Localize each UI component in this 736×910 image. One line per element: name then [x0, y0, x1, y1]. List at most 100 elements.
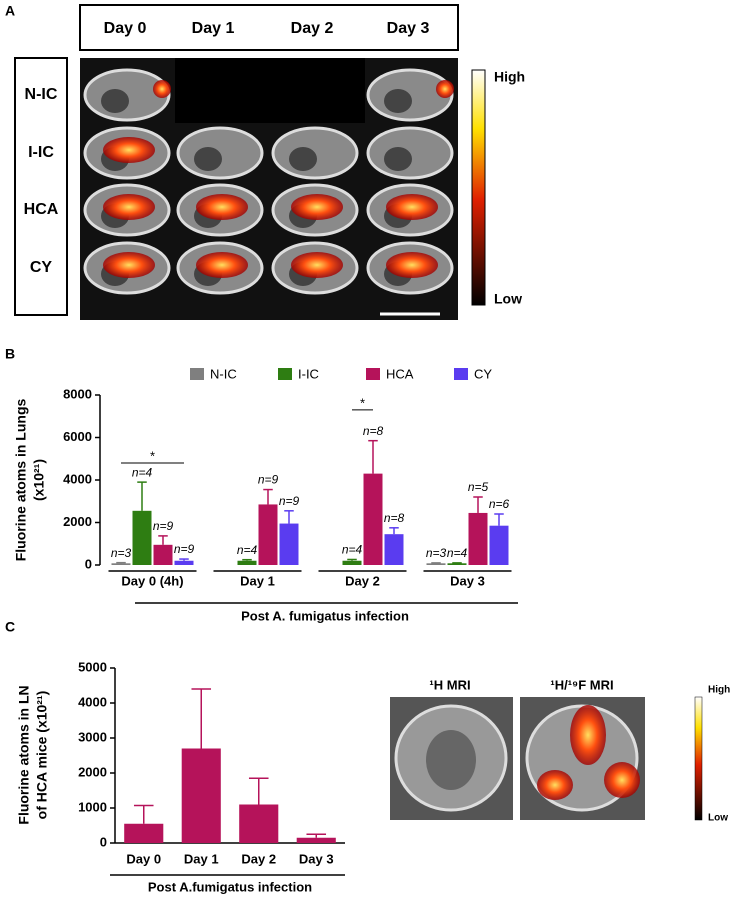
y-tick-label: 2000	[63, 514, 92, 529]
y-tick-label: 6000	[63, 429, 92, 444]
bar	[384, 534, 404, 565]
bar	[296, 837, 336, 843]
bar	[489, 525, 509, 565]
y-axis-label: of HCA mice (x10²¹)	[34, 691, 50, 820]
bar	[132, 510, 152, 565]
mri-organ	[384, 89, 412, 113]
x-axis-title: Post A.fumigatus infection	[148, 879, 312, 894]
bar	[174, 560, 194, 565]
x-tick-label: Day 2	[345, 573, 380, 588]
n-label: n=4	[132, 465, 153, 479]
colorbar-high: High	[708, 685, 730, 696]
mri-organ	[101, 89, 129, 113]
legend-label: CY	[474, 366, 492, 381]
n-label: n=8	[363, 424, 384, 438]
hot-spot	[103, 252, 155, 278]
hot-spot	[537, 770, 573, 800]
bar	[111, 563, 131, 565]
n-label: n=9	[258, 473, 279, 487]
hot-spot	[436, 80, 454, 98]
x-tick-label: Day 1	[240, 573, 275, 588]
bar	[124, 823, 164, 843]
row-label: N-IC	[25, 86, 58, 103]
mri-organ	[194, 147, 222, 171]
mri-tissue	[426, 730, 476, 790]
mri-organ	[384, 147, 412, 171]
bar	[342, 560, 362, 565]
y-tick-label: 4000	[63, 471, 92, 486]
bar	[153, 544, 173, 565]
row-header-box	[14, 57, 68, 316]
legend-swatch	[190, 368, 204, 380]
hot-spot	[196, 194, 248, 220]
legend-label: HCA	[386, 366, 414, 381]
n-label: n=3	[426, 546, 447, 560]
hot-spot	[291, 194, 343, 220]
y-tick-label: 1000	[78, 799, 107, 814]
y-tick-label: 0	[100, 834, 107, 849]
row-label: CY	[30, 259, 53, 276]
x-tick-label: Day 0	[126, 851, 161, 866]
x-axis-title: Post A. fumigatus infection	[241, 608, 409, 623]
y-tick-label: 8000	[63, 386, 92, 401]
image-title: ¹H MRI	[429, 677, 470, 692]
x-tick-label: Day 0 (4h)	[121, 573, 183, 588]
y-axis-label: Fluorine atoms in Lungs	[13, 399, 29, 562]
day-header-box	[79, 4, 459, 51]
hot-spot	[153, 80, 171, 98]
n-label: n=5	[468, 480, 489, 494]
significance-mark: *	[150, 448, 155, 463]
panel-label: B	[5, 346, 15, 362]
x-tick-label: Day 2	[241, 851, 276, 866]
legend-swatch	[454, 368, 468, 380]
bar	[447, 563, 467, 565]
day-label: Day 0	[104, 20, 147, 37]
hot-spot	[604, 762, 640, 798]
colorbar	[694, 696, 703, 821]
y-tick-label: 3000	[78, 729, 107, 744]
day-label: Day 2	[291, 20, 334, 37]
n-label: n=4	[447, 546, 468, 560]
row-label: I-IC	[28, 144, 54, 161]
n-label: n=6	[489, 497, 510, 511]
x-tick-label: Day 1	[184, 851, 219, 866]
legend-label: I-IC	[298, 366, 319, 381]
significance-mark: *	[360, 395, 365, 410]
bar	[426, 563, 446, 565]
legend-swatch	[278, 368, 292, 380]
n-label: n=4	[342, 543, 363, 557]
y-tick-label: 2000	[78, 764, 107, 779]
y-tick-label: 4000	[78, 694, 107, 709]
n-label: n=9	[174, 542, 195, 556]
y-axis-label: (x10²¹)	[31, 459, 47, 501]
colorbar-high: High	[494, 69, 525, 85]
colorbar-low: Low	[494, 291, 522, 307]
hot-spot	[196, 252, 248, 278]
legend-swatch	[366, 368, 380, 380]
hot-spot	[291, 252, 343, 278]
day-label: Day 3	[387, 20, 430, 37]
mri-missing	[175, 58, 365, 123]
bar	[258, 504, 278, 565]
y-tick-label: 0	[85, 556, 92, 571]
x-tick-label: Day 3	[299, 851, 334, 866]
hot-spot	[386, 194, 438, 220]
image-title: ¹H/¹⁹F MRI	[550, 677, 613, 692]
bar	[279, 523, 299, 565]
colorbar	[471, 69, 486, 306]
bar	[239, 804, 279, 843]
hot-spot	[386, 252, 438, 278]
x-tick-label: Day 3	[450, 573, 485, 588]
n-label: n=9	[279, 494, 300, 508]
panel-label: C	[5, 619, 15, 635]
bar	[468, 512, 488, 565]
bar	[363, 473, 383, 565]
n-label: n=3	[111, 546, 132, 560]
y-tick-label: 5000	[78, 659, 107, 674]
n-label: n=4	[237, 543, 258, 557]
y-axis-label: Fluorine atoms in LN	[16, 685, 32, 824]
bar	[237, 560, 257, 565]
colorbar-low: Low	[708, 813, 728, 824]
n-label: n=8	[384, 511, 405, 525]
